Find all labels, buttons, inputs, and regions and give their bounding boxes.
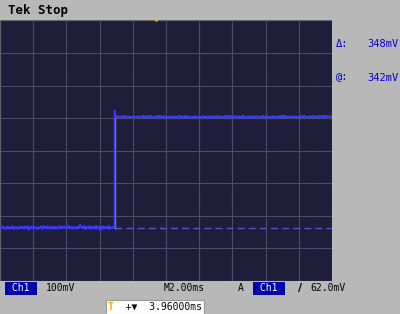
Text: Tek Stop: Tek Stop [8, 4, 68, 17]
Text: 62.0mV: 62.0mV [310, 283, 345, 293]
Text: Ch1: Ch1 [6, 283, 35, 293]
Text: /: / [298, 283, 302, 293]
Text: 342mV: 342mV [367, 73, 399, 83]
Text: M2.00ms: M2.00ms [164, 283, 205, 293]
Text: @:: @: [335, 73, 348, 83]
Text: 100mV: 100mV [46, 283, 75, 293]
Text: +▼  3.96000ms: +▼ 3.96000ms [108, 302, 202, 312]
Text: A: A [238, 283, 244, 293]
Text: T: T [90, 3, 96, 13]
Text: Δ:: Δ: [335, 39, 348, 49]
Text: ◄: ◄ [335, 157, 345, 170]
Text: Ch1: Ch1 [254, 283, 283, 293]
Text: 348mV: 348mV [367, 39, 399, 49]
Text: T: T [108, 302, 114, 312]
